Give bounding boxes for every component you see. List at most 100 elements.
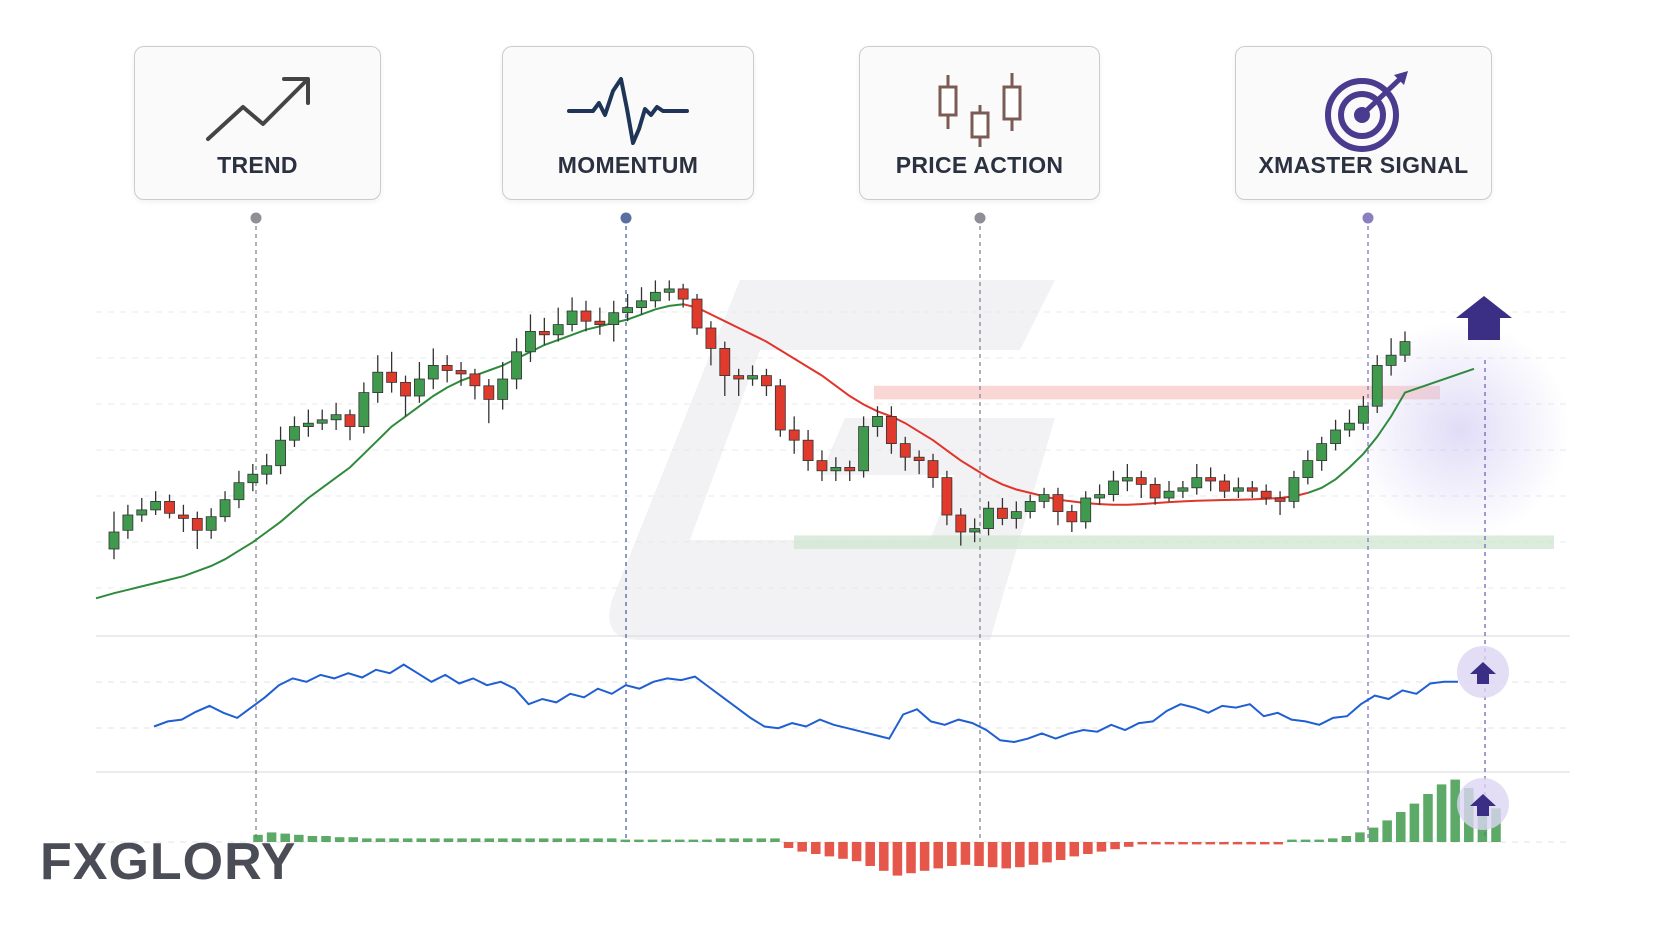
candle-body [997, 507, 1008, 519]
histogram-bar [933, 842, 943, 869]
candle-body [372, 371, 384, 394]
histogram-bar [334, 837, 345, 842]
trend-up-icon [205, 77, 310, 141]
candle-body [1066, 511, 1078, 523]
oscillator-line [153, 663, 1458, 744]
candle-body [1010, 511, 1022, 519]
candle-body [580, 310, 592, 322]
histogram-bar [280, 833, 290, 842]
histogram-bar [1287, 839, 1297, 842]
histogram-bar [606, 838, 617, 842]
histogram-bar [1083, 842, 1093, 854]
histogram-bar [797, 842, 807, 852]
histogram-bar [525, 838, 535, 842]
candle-body [1108, 480, 1119, 496]
histogram-bar [389, 838, 399, 842]
candle-body [649, 291, 661, 302]
candle-body [663, 288, 675, 293]
histogram-bar [1300, 839, 1311, 842]
candle-body [1121, 477, 1133, 482]
candle-body [1038, 494, 1050, 502]
candle-body [1135, 477, 1147, 485]
candle-body [816, 460, 828, 472]
candle-body [386, 371, 398, 383]
card-momentum: MOMENTUM [502, 46, 754, 200]
candle-body [302, 422, 314, 428]
hist-signal-arrow [1470, 794, 1496, 816]
histogram-bar [1327, 838, 1338, 842]
candle-body [1233, 487, 1244, 492]
candle-body [1316, 443, 1328, 462]
histogram-bar [511, 838, 522, 842]
watermark-logo [609, 280, 1055, 640]
histogram-bar [416, 838, 427, 842]
candle-body [1344, 422, 1355, 431]
logo-part-glory: GLORY [108, 833, 297, 891]
histogram-bar [634, 839, 644, 842]
candle-body [872, 415, 883, 427]
logo-part-x: X [72, 833, 109, 891]
histogram-bar [1001, 842, 1012, 869]
candle-body [1246, 487, 1258, 492]
histogram-bar [770, 838, 780, 842]
histogram-bar [1436, 784, 1447, 842]
target-icon [1324, 71, 1408, 152]
candle-body [1094, 494, 1106, 499]
histogram-bar [1205, 842, 1216, 845]
candle-body [1080, 497, 1092, 523]
histogram-bar [1396, 812, 1406, 842]
histogram-bar [538, 838, 549, 842]
connector-dot-3 [1362, 212, 1374, 224]
histogram-bar [1355, 832, 1365, 842]
histogram-bar [1423, 794, 1433, 842]
candle-body [150, 500, 162, 511]
histogram-bar [348, 837, 358, 842]
histogram-bar [919, 842, 930, 871]
histogram-bar [253, 834, 263, 842]
candle-body [899, 443, 911, 458]
candle-body [1052, 494, 1064, 513]
candle-body [275, 439, 286, 467]
candle-body [261, 465, 273, 475]
logo-part-f: F [40, 833, 73, 891]
candle-body [330, 414, 342, 421]
histogram-bar [620, 839, 631, 842]
histogram-bar [1151, 842, 1161, 845]
histogram-bar [729, 838, 739, 842]
candle-body [1288, 477, 1300, 502]
candle-body [913, 456, 925, 462]
histogram-bar [879, 842, 889, 871]
candle-body [566, 310, 578, 325]
candle-body [1357, 405, 1369, 424]
histogram-bar [484, 838, 495, 842]
histogram-bar [1191, 842, 1202, 845]
histogram-bar [1015, 842, 1025, 868]
histogram-bar [1409, 803, 1420, 842]
histogram-bar [1273, 842, 1284, 845]
candle-body [525, 330, 536, 353]
histogram-bar [1314, 839, 1324, 842]
histogram-bar [742, 838, 753, 842]
candle-body [691, 298, 703, 329]
signal-arrow-up [1456, 296, 1512, 340]
histogram-bar [1178, 842, 1188, 845]
histogram-bar [715, 838, 726, 842]
histogram-bar [566, 838, 576, 842]
histogram-bar [647, 839, 658, 842]
histogram-bar [756, 838, 767, 842]
card-label-xmaster-signal: XMASTER SIGNAL [1258, 152, 1469, 178]
moving-average-down [682, 303, 1309, 506]
candle-body [358, 392, 370, 428]
candle-body [608, 312, 620, 326]
candle-body [858, 426, 870, 472]
candle-body [1399, 341, 1411, 356]
histogram-bar [593, 838, 603, 842]
candle-body [774, 385, 786, 431]
histogram-bar [579, 838, 590, 842]
candle-body [747, 375, 758, 380]
osc-signal-arrow [1470, 662, 1496, 684]
candle-body [191, 518, 203, 531]
card-price-action: PRICE ACTION [859, 46, 1100, 200]
histogram-bar [865, 842, 875, 866]
candle-body [289, 426, 300, 441]
